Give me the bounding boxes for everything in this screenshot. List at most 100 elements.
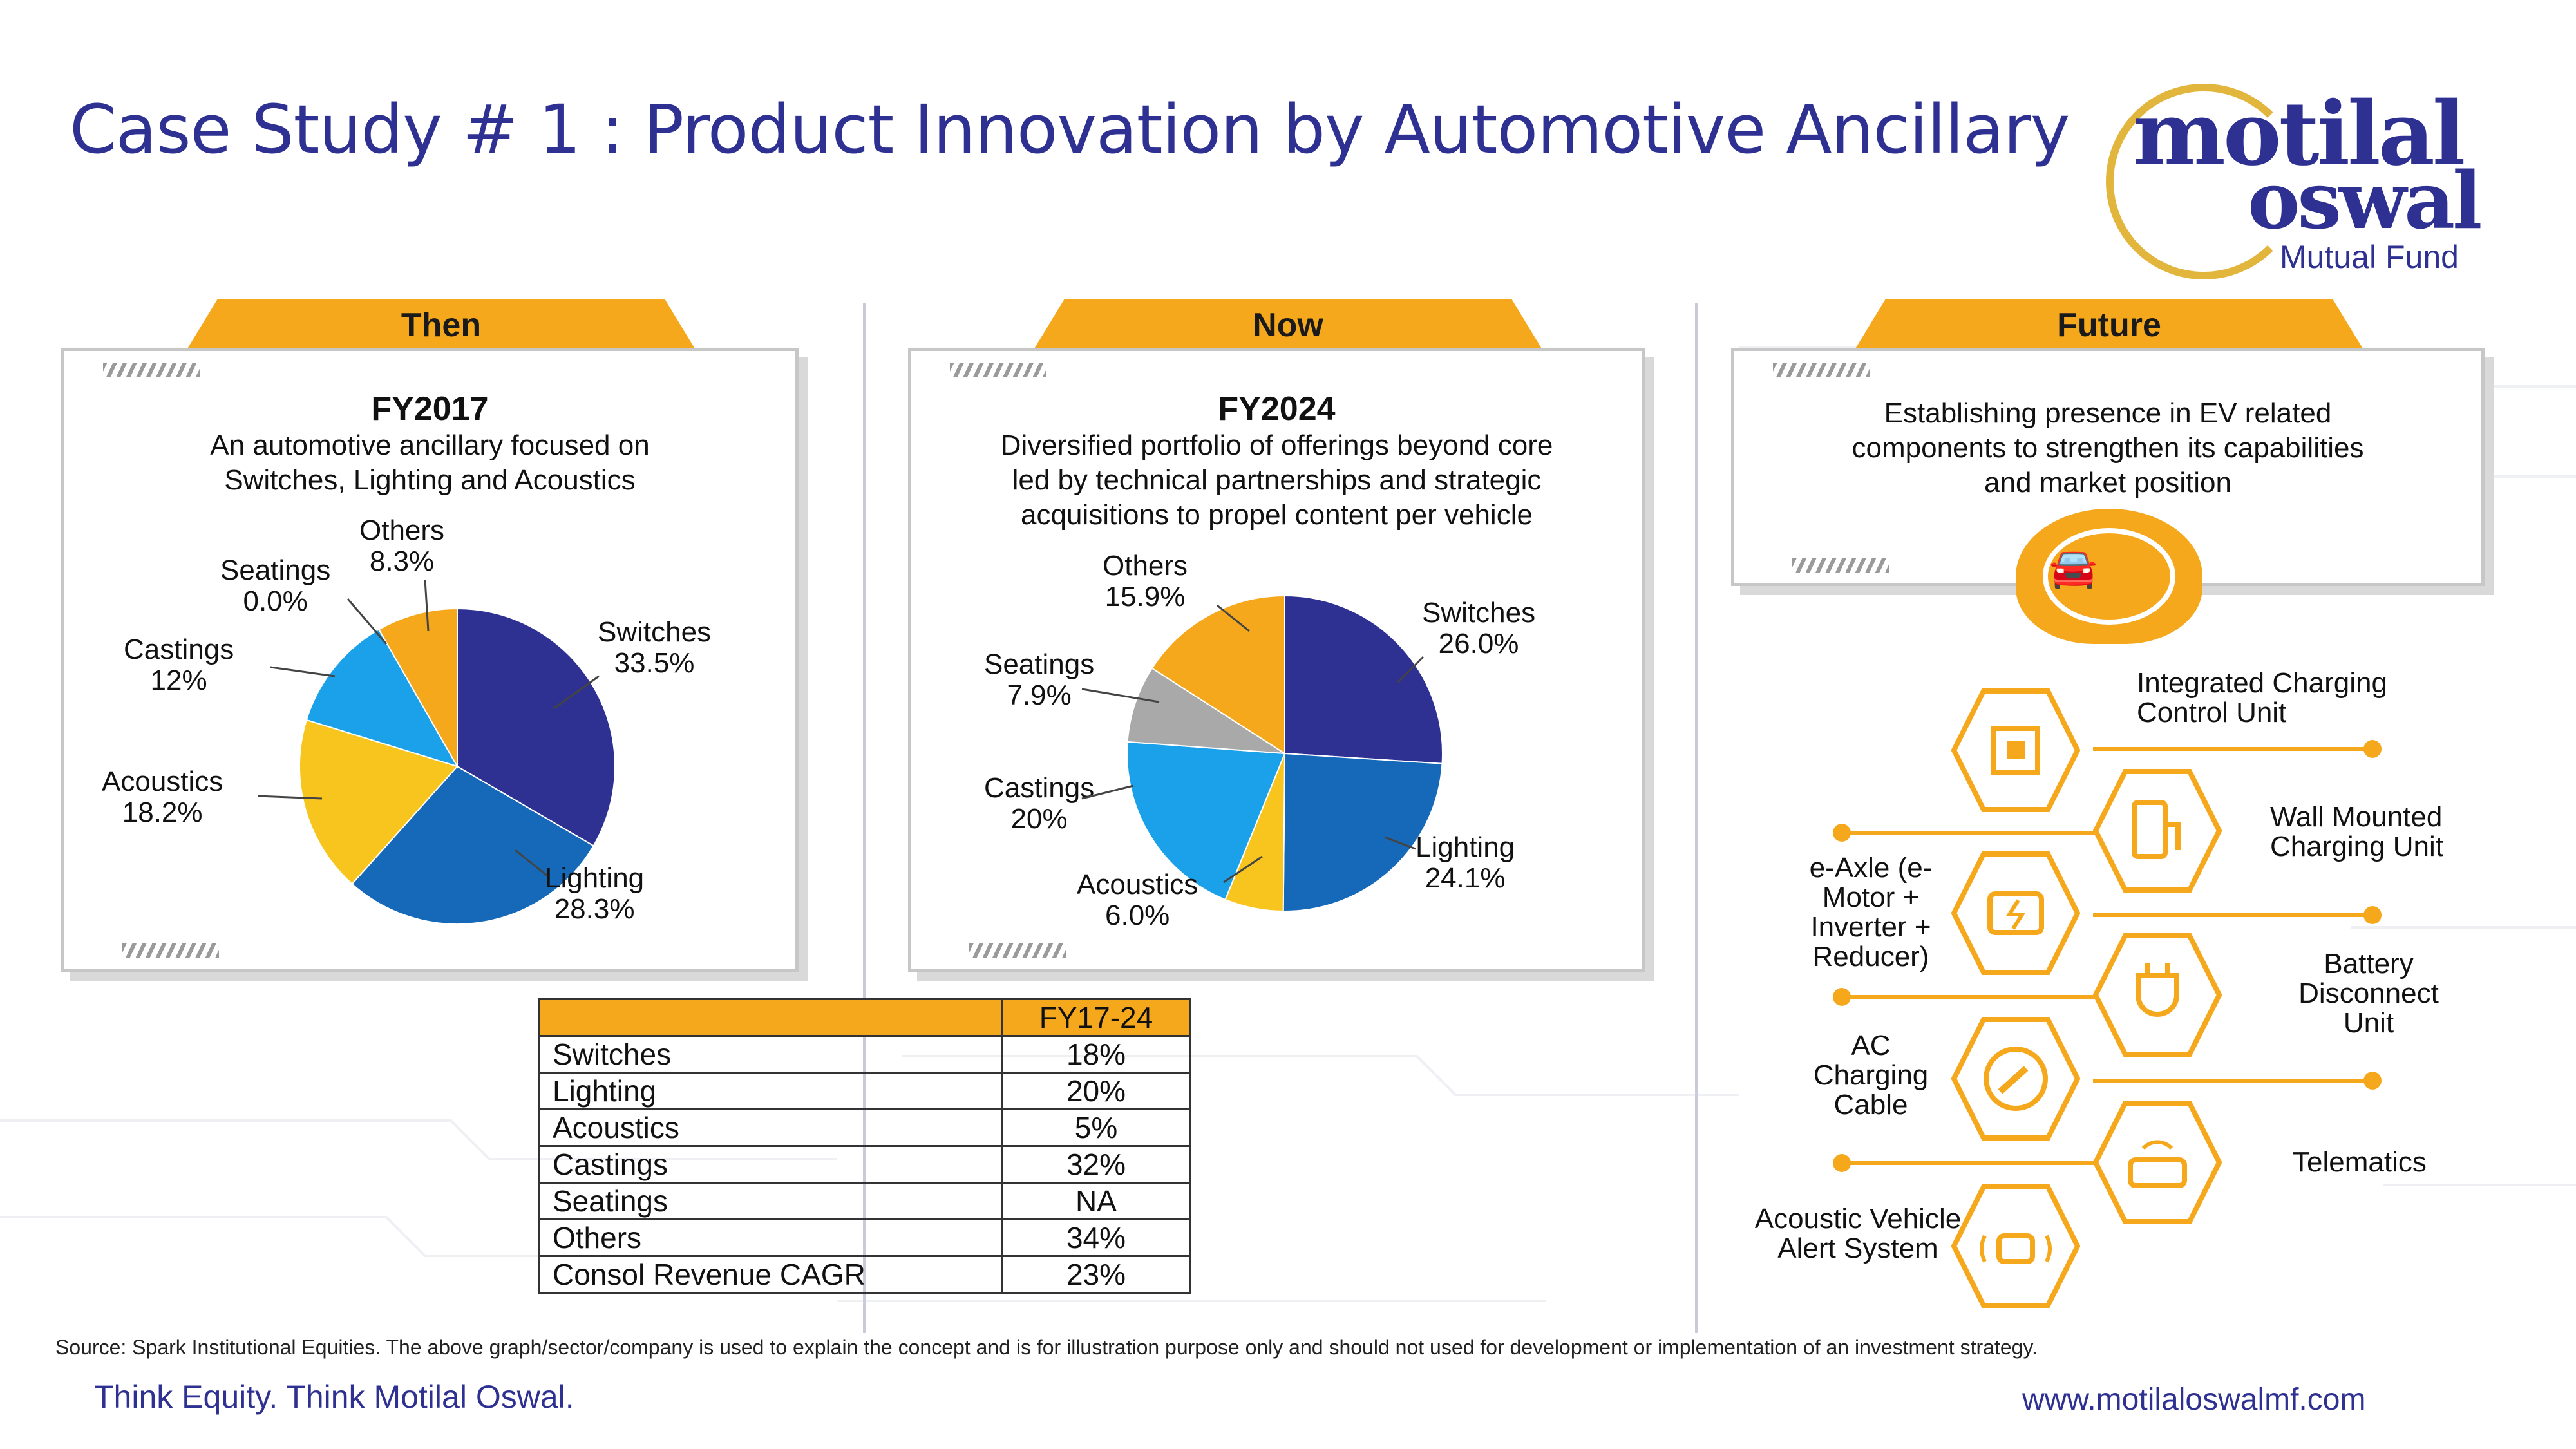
label-value: 15.9% xyxy=(1104,581,1186,612)
ev-icon-ring xyxy=(2043,528,2175,625)
footer-url[interactable]: www.motilaloswalmf.com xyxy=(2022,1383,2366,1417)
car-icon: 🚘 xyxy=(2049,546,2098,589)
component-integrated-charging-control-unit: Integrated Charging Control Unit xyxy=(2137,667,2387,728)
table-cell-segment: Castings xyxy=(538,1145,1003,1184)
label-value: 24.1% xyxy=(1425,862,1506,894)
connector-dot xyxy=(2363,906,2382,924)
table-cell-value: 32% xyxy=(1001,1145,1191,1184)
card-stripe xyxy=(122,943,219,958)
ev-car-icon: 🚘 xyxy=(2016,509,2202,644)
now-description: Diversified portfolio of offerings beyon… xyxy=(937,428,1616,533)
label-acoustics: Acoustics 18.2% xyxy=(102,766,223,828)
tab-future: Future xyxy=(1855,299,2363,350)
pie-slice-switches xyxy=(457,607,616,847)
pie-slice-others xyxy=(1151,594,1285,755)
page-title: Case Study # 1 : Product Innovation by A… xyxy=(70,90,2070,169)
label-lighting: Lighting 24.1% xyxy=(1416,832,1515,894)
table-row: Others 34% xyxy=(538,1218,1191,1257)
table-header-period: FY17-24 xyxy=(1001,998,1191,1037)
cagr-table: FY17-24 Switches 18% Lighting 20% Acoustic… xyxy=(538,998,1191,1294)
label-text: Seatings xyxy=(220,554,331,586)
component-e-axle: e-Axle (e-Motor + Inverter + Reducer) xyxy=(1809,852,1933,972)
future-desc-line: and market position xyxy=(1984,467,2231,498)
column-divider-2 xyxy=(1695,303,1698,1333)
then-desc-line: Switches, Lighting and Acoustics xyxy=(224,464,636,496)
table-cell-value: 18% xyxy=(1001,1035,1191,1074)
label-text: Castings xyxy=(984,772,1095,804)
cable-icon xyxy=(1951,1017,2080,1141)
label-text: Lighting xyxy=(545,862,645,894)
chip-icon xyxy=(1951,688,2080,812)
table-cell-value: NA xyxy=(1001,1182,1191,1220)
connector-line xyxy=(1842,1161,2125,1165)
table-cell-segment: Consol Revenue CAGR xyxy=(538,1255,1003,1294)
now-fy: FY2024 xyxy=(1218,390,1336,428)
table-row: Acoustics 5% xyxy=(538,1108,1191,1147)
component-telematics: Telematics xyxy=(2293,1146,2427,1178)
label-text: Switches xyxy=(598,616,712,648)
label-value: 33.5% xyxy=(614,647,695,679)
label-text: Switches xyxy=(1422,597,1536,629)
label-text: Lighting xyxy=(1416,831,1515,863)
label-value: 26.0% xyxy=(1438,628,1519,659)
table-cell-value: 5% xyxy=(1001,1108,1191,1147)
connector-line xyxy=(2093,1079,2376,1083)
connector-dot xyxy=(1833,1154,1851,1172)
label-value: 0.0% xyxy=(243,585,308,617)
future-description: Establishing presence in EV related comp… xyxy=(1760,396,2456,500)
label-value: 20% xyxy=(1010,803,1068,835)
table-row: Lighting 20% xyxy=(538,1072,1191,1110)
pie-slice-others xyxy=(377,607,458,769)
table-cell-value: 20% xyxy=(1001,1072,1191,1110)
plug-icon xyxy=(2093,933,2222,1057)
footer-tagline: Think Equity. Think Motilal Oswal. xyxy=(94,1379,574,1415)
label-value: 18.2% xyxy=(122,797,203,828)
component-wall-mounted-charging-unit: Wall Mounted Charging Unit xyxy=(2270,801,2444,862)
label-others: Others 15.9% xyxy=(1103,551,1188,612)
connector-line xyxy=(2093,747,2376,751)
future-desc-line: Establishing presence in EV related xyxy=(1884,397,2332,429)
now-desc-line: Diversified portfolio of offerings beyon… xyxy=(1000,430,1553,461)
table-cell-segment: Acoustics xyxy=(538,1108,1003,1147)
label-text: Others xyxy=(359,515,445,546)
card-stripe xyxy=(950,363,1046,377)
table-row: Consol Revenue CAGR 23% xyxy=(538,1255,1191,1294)
then-desc-line: An automotive ancillary focused on xyxy=(210,430,650,461)
label-others: Others 8.3% xyxy=(359,515,444,577)
card-stripe xyxy=(1773,363,1870,377)
table-header-blank xyxy=(538,998,1003,1037)
pie-chart-fy2024 xyxy=(1126,594,1443,912)
pie-slice-castings xyxy=(1126,741,1286,901)
pie-slice-lighting xyxy=(1282,752,1443,912)
label-acoustics: Acoustics 6.0% xyxy=(1077,869,1198,931)
label-value: 8.3% xyxy=(369,545,435,577)
now-desc-line: led by technical partnerships and strate… xyxy=(1012,464,1542,496)
label-lighting: Lighting 28.3% xyxy=(545,863,644,925)
table-row: Seatings NA xyxy=(538,1182,1191,1220)
table-cell-value: 23% xyxy=(1001,1255,1191,1294)
connector-dot xyxy=(1833,988,1851,1006)
table-cell-value: 34% xyxy=(1001,1218,1191,1257)
label-value: 6.0% xyxy=(1105,900,1170,931)
card-stripe xyxy=(1792,558,1889,573)
now-desc-line: acquisitions to propel content per vehic… xyxy=(1021,499,1533,531)
table-cell-segment: Lighting xyxy=(538,1072,1003,1110)
connector-dot xyxy=(2363,1072,2382,1090)
connector-dot xyxy=(1833,824,1851,842)
label-text: Castings xyxy=(124,634,234,665)
label-value: 28.3% xyxy=(554,893,635,925)
connector-line xyxy=(1842,831,2125,835)
label-castings: Castings 20% xyxy=(984,773,1094,835)
tab-then: Then xyxy=(187,299,696,350)
table-row: Castings 32% xyxy=(538,1145,1191,1184)
logo-word-motilal: motilal xyxy=(2133,82,2466,185)
alert-icon xyxy=(1951,1184,2080,1308)
charger-icon xyxy=(2093,769,2222,893)
label-value: 12% xyxy=(150,665,207,696)
table-cell-segment: Switches xyxy=(538,1035,1003,1074)
label-seatings: Seatings 7.9% xyxy=(984,649,1094,711)
pie-slice-switches xyxy=(1284,594,1443,764)
pie-slice-castings xyxy=(305,629,459,768)
pie-slice-lighting xyxy=(351,765,595,925)
label-text: Acoustics xyxy=(102,766,223,797)
